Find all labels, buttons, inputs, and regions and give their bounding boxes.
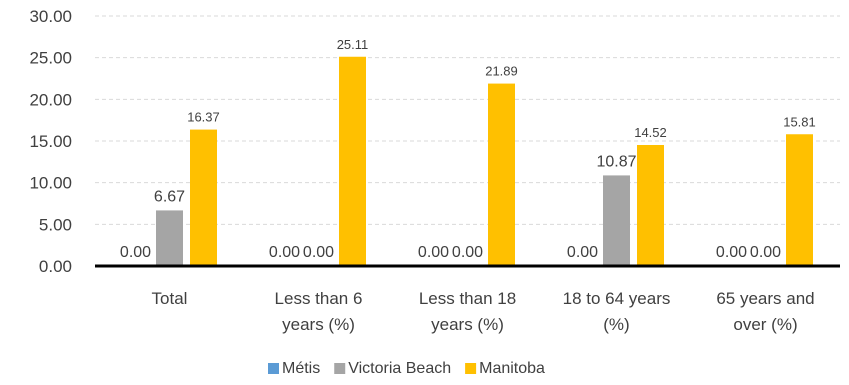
legend: Métis Victoria Beach Manitoba (268, 360, 545, 377)
data-label: 0.00 (120, 244, 151, 261)
category-label: Less than 18 (419, 289, 516, 308)
data-label: 10.87 (596, 153, 636, 170)
legend-swatch (268, 363, 279, 374)
data-label: 16.37 (187, 110, 220, 125)
legend-label: Manitoba (479, 360, 545, 377)
y-tick-label: 20.00 (29, 90, 72, 109)
y-tick-label: 15.00 (29, 132, 72, 151)
bar (637, 145, 664, 266)
data-label: 0.00 (418, 244, 449, 261)
bar (786, 134, 813, 266)
category-label: years (%) (431, 315, 504, 334)
category-label: 65 years and (716, 289, 814, 308)
bar (339, 56, 366, 266)
legend-swatch (465, 363, 477, 374)
category-label: years (%) (282, 315, 355, 334)
bar (190, 129, 217, 266)
y-tick-label: 10.00 (29, 174, 72, 193)
category-label: Less than 6 (275, 289, 363, 308)
bar (488, 83, 515, 266)
y-tick-label: 30.00 (29, 7, 72, 26)
data-label: 0.00 (750, 244, 781, 261)
bar (603, 175, 630, 266)
category-label: Total (152, 289, 188, 308)
y-tick-label: 25.00 (29, 49, 72, 68)
legend-label: Victoria Beach (348, 360, 451, 377)
category-label: (%) (603, 315, 629, 334)
category-label: 18 to 64 years (563, 289, 671, 308)
data-label: 14.52 (634, 125, 667, 140)
y-axis-ticks: 0.00 5.00 10.00 15.00 20.00 25.00 30.00 (29, 7, 72, 276)
y-tick-label: 5.00 (39, 215, 72, 234)
data-label: 15.81 (783, 114, 816, 129)
data-label: 0.00 (567, 244, 598, 261)
y-tick-label: 0.00 (39, 257, 72, 276)
bar (156, 210, 183, 266)
bars (156, 56, 813, 266)
category-labels: Total Less than 6 years (%) Less than 18 yea… (152, 289, 815, 334)
data-label: 25.11 (337, 37, 369, 52)
data-label: 6.67 (154, 188, 185, 205)
category-label: over (%) (733, 315, 797, 334)
legend-label: Métis (282, 360, 320, 377)
data-label: 0.00 (452, 244, 483, 261)
legend-swatch (334, 363, 346, 374)
data-label: 21.89 (485, 64, 518, 79)
data-label: 0.00 (303, 244, 334, 261)
data-label: 0.00 (716, 244, 747, 261)
data-label: 0.00 (269, 244, 300, 261)
gridlines (95, 15, 840, 225)
